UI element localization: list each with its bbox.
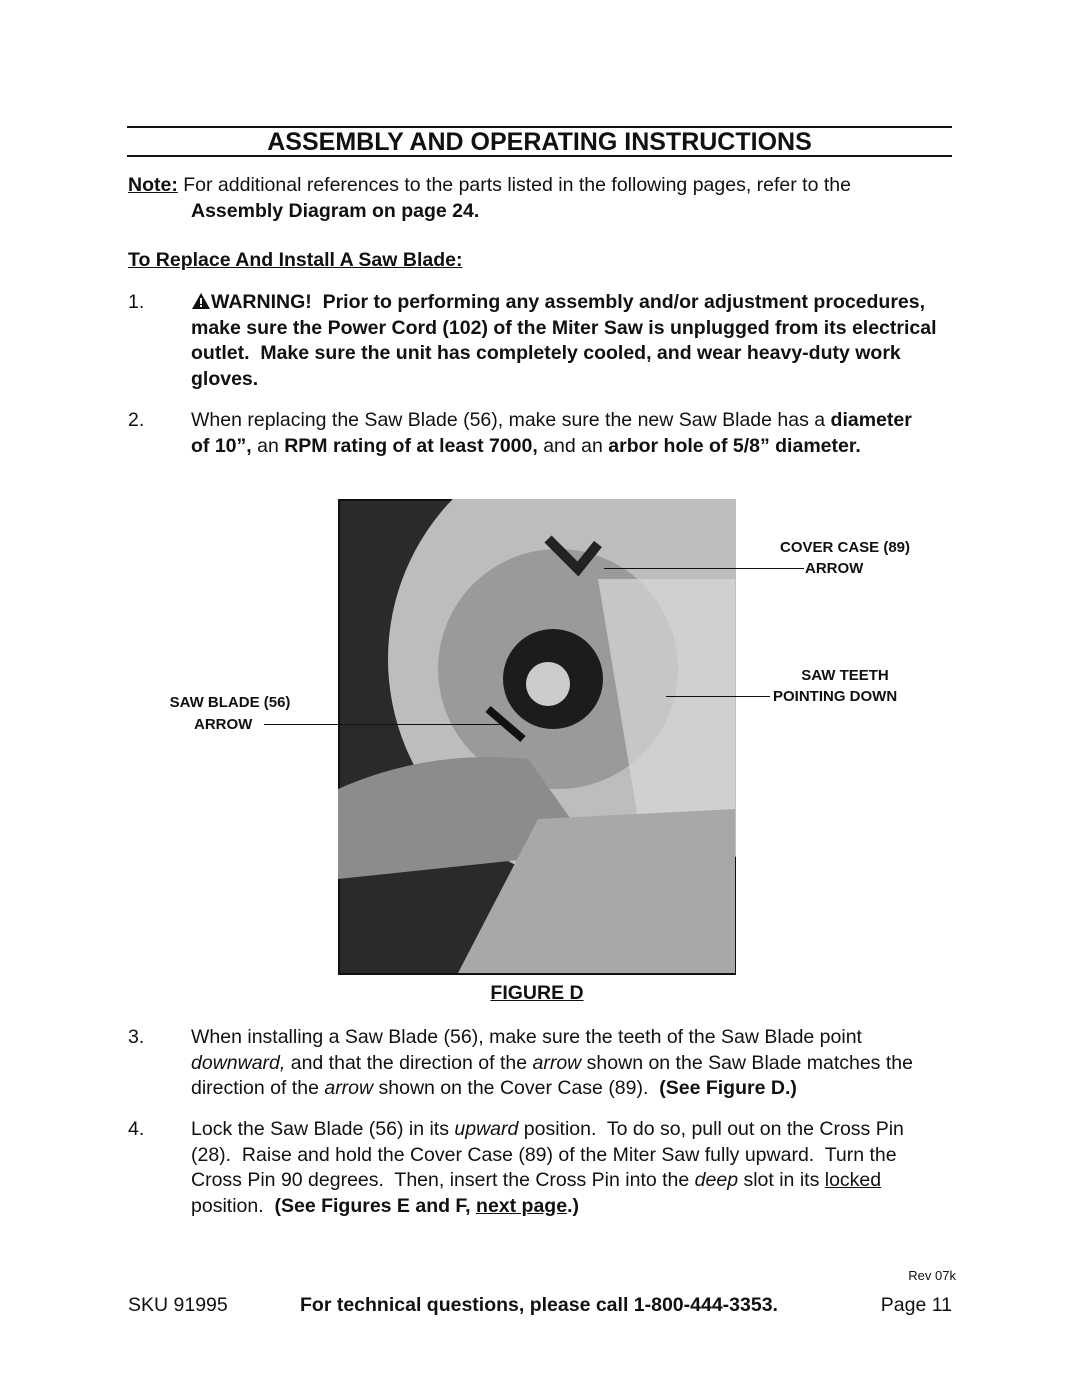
step-number: 3. <box>128 1026 145 1048</box>
run: arrow <box>532 1051 582 1074</box>
note-label: Note: <box>128 174 178 196</box>
rule <box>127 155 952 157</box>
callout: ARROW <box>194 716 253 733</box>
step: When installing a Saw Blade (56), make s… <box>191 1025 946 1102</box>
run: and that the direction of the <box>285 1051 533 1074</box>
step: Lock the Saw Blade (56) in its upward po… <box>191 1117 939 1219</box>
run: upward <box>454 1118 519 1140</box>
figure-caption: FIGURE D <box>490 982 584 1004</box>
note-text: For additional references to the parts l… <box>183 174 857 196</box>
rule <box>127 126 952 128</box>
leader <box>604 568 804 569</box>
leader <box>666 696 770 697</box>
run: arbor hole of 5/8” diameter. <box>608 434 861 457</box>
note-text: Assembly Diagram on page 24. <box>191 199 480 222</box>
photo <box>338 499 736 975</box>
callout: COVER CASE (89) <box>779 539 911 556</box>
callout: ARROW <box>805 560 864 577</box>
run: shown on the Saw Blade matches the direc… <box>191 1051 919 1100</box>
run: diameter of 10”, <box>191 409 918 457</box>
run: Lock the Saw Blade (56) in its <box>191 1118 455 1140</box>
title: ASSEMBLY AND OPERATING INSTRUCTIONS <box>267 128 812 156</box>
sku: SKU 91995 <box>128 1294 228 1316</box>
run: downward, <box>191 1051 286 1074</box>
step-number: 4. <box>128 1118 145 1140</box>
run: slot in its <box>738 1169 825 1191</box>
run: RPM rating of at least 7000, <box>284 434 538 457</box>
run: (See Figure D.) <box>659 1077 797 1099</box>
support: For technical questions, please call 1-8… <box>300 1294 778 1316</box>
step-number: 2. <box>128 409 145 431</box>
callout: SAW BLADE (56) <box>169 694 291 711</box>
run: position. To do so, pull out on the Cros… <box>191 1118 910 1191</box>
step-text: WARNING! Prior to performing any assembl… <box>191 291 942 390</box>
note: Note: For additional references to the p… <box>128 173 948 224</box>
run: shown on the Cover Case (89). <box>373 1077 660 1099</box>
run: an <box>251 434 285 457</box>
run: When replacing the Saw Blade (56), make … <box>191 409 831 431</box>
step: WARNING! Prior to performing any assembl… <box>191 290 956 392</box>
run: arrow <box>324 1077 374 1099</box>
leader <box>264 724 500 725</box>
run: When installing a Saw Blade (56), make s… <box>191 1026 868 1048</box>
step-number: 1. <box>128 291 145 313</box>
warning-icon <box>192 293 210 309</box>
run: position. <box>191 1169 887 1217</box>
callout: SAW TEETH <box>801 667 889 684</box>
revision: Rev 07k <box>908 1268 956 1283</box>
run: .) <box>567 1194 579 1217</box>
page-number: Page 11 <box>880 1294 952 1316</box>
section-heading: To Replace And Install A Saw Blade: <box>128 249 463 271</box>
run: and an <box>537 434 609 457</box>
step: When replacing the Saw Blade (56), make … <box>191 408 931 459</box>
run: next page <box>476 1194 568 1217</box>
run: deep <box>694 1169 739 1191</box>
callout: POINTING DOWN <box>773 688 898 705</box>
run: (See Figures E and F, <box>274 1194 477 1217</box>
run: locked <box>824 1169 882 1191</box>
